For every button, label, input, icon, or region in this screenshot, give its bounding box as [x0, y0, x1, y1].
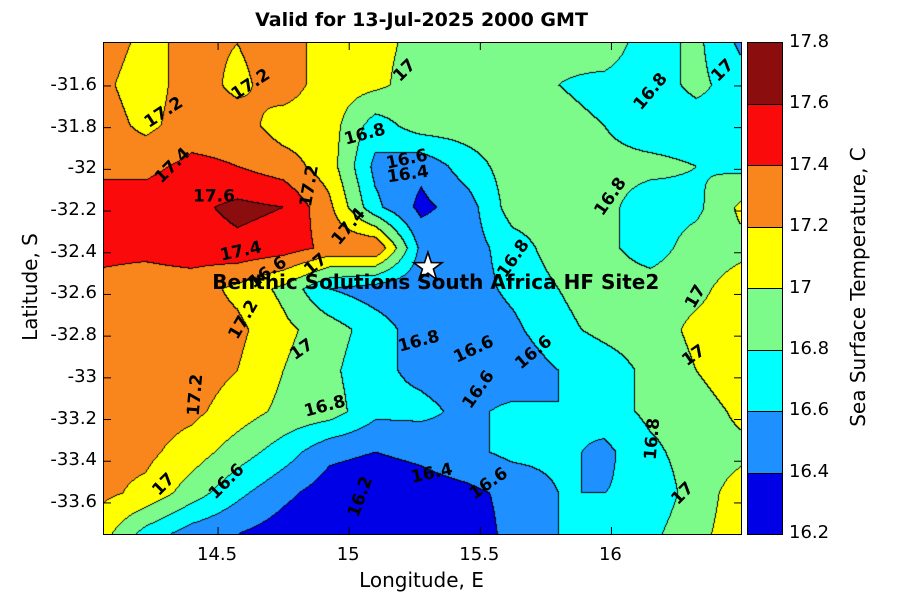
contour-line-label: 16.4: [385, 161, 431, 188]
contour-line-label: 16.6: [450, 331, 498, 368]
site-star-marker: [411, 249, 445, 282]
colorbar-tick-label: 17.6: [789, 92, 830, 114]
colorbar-tick-label: 16.6: [789, 399, 830, 421]
contour-line-label: 17.4: [327, 204, 370, 250]
contour-line-label: 16.6: [458, 366, 499, 413]
colorbar-label: Sea Surface Temperature, C: [846, 147, 870, 427]
plot-overlay: [104, 43, 741, 534]
site-annotation-text: Benthic Solutions South Africa HF Site2: [212, 269, 660, 294]
y-tick-label: -32.8: [50, 324, 97, 346]
contour-line-label: 17.2: [140, 92, 187, 133]
y-tick-label: -32.6: [50, 282, 97, 304]
y-tick-label: -32.2: [50, 199, 97, 221]
contour-line-label: 17.2: [296, 163, 323, 209]
contour-line-label: 16.2: [343, 473, 378, 520]
colorbar-band: [748, 43, 782, 104]
contour-line-label: 16.6: [204, 459, 249, 504]
contour-line-label: 17: [680, 281, 711, 313]
colorbar-tick-label: 17: [789, 276, 812, 298]
contour-line-label: 16.8: [640, 417, 665, 461]
contour-line-label: 17: [707, 55, 739, 87]
contour-line-label: 17.2: [224, 296, 263, 343]
contour-line-label: 16.4: [409, 459, 455, 488]
colorbar: [747, 42, 783, 535]
y-tick-label: -31.8: [50, 115, 97, 137]
colorbar-band: [748, 472, 782, 534]
contour-line-label: 16.6: [511, 331, 557, 374]
plot-area: 17.2 17.2 17.4 17.6 17 16.8 16.8 16.6 16.4 17.2 17…: [103, 42, 742, 535]
y-tick-label: -33.4: [50, 449, 97, 471]
colorbar-tick-labels: 17.8 17.6 17.4 17.2 17 16.8 16.6 16.4 16.2: [789, 31, 849, 543]
contour-line-label: 16.8: [342, 119, 388, 150]
x-axis-tick-labels: 14.5 15 15.5 16: [103, 544, 740, 568]
contour-line-label: 17.2: [227, 64, 274, 105]
x-tick-label: 14.5: [197, 544, 238, 565]
colorbar-band: [748, 411, 782, 473]
colorbar-tick-label: 16.4: [789, 460, 830, 482]
y-axis-tick-labels: -31.6 -31.8 -32 -32.2 -32.4 -32.6 -32.8 -33 -33.…: [0, 42, 97, 533]
contour-field-canvas: [104, 43, 741, 534]
contour-line-label: 17: [148, 469, 180, 501]
colorbar-band: [748, 349, 782, 411]
contour-line-label: 16.8: [302, 391, 348, 422]
contour-line-label: 17.2: [183, 373, 208, 417]
y-tick-label: -33: [67, 365, 97, 387]
colorbar-bands: [748, 43, 782, 534]
contour-line-label: 17.4: [150, 143, 195, 188]
colorbar-band: [748, 226, 782, 288]
colorbar-tick-label: 17.8: [789, 31, 830, 52]
colorbar-band: [748, 103, 782, 165]
y-tick-label: -32: [67, 157, 97, 179]
contour-line-label: 16.6: [465, 463, 512, 504]
contour-line-label: 17.6: [193, 186, 235, 207]
colorbar-tick-label: 17.2: [789, 215, 830, 237]
contour-line-label: 17.4: [218, 237, 264, 266]
contour-line-label: 16.8: [590, 173, 631, 220]
x-tick-label: 16: [598, 544, 622, 565]
y-tick-label: -33.6: [50, 490, 97, 512]
contour-line-label: 16.8: [396, 326, 442, 357]
contour-line-label: 17: [678, 340, 710, 371]
contour-line-label: 17: [389, 55, 421, 87]
x-axis-label: Longitude, E: [359, 568, 484, 592]
x-tick-label: 15: [336, 544, 360, 565]
contour-line-label: 16.8: [629, 69, 672, 115]
colorbar-tick-label: 17.4: [789, 153, 830, 175]
x-tick-label: 15.5: [459, 544, 500, 565]
colorbar-tick-label: 16.8: [789, 337, 830, 359]
colorbar-band: [748, 288, 782, 350]
contour-line-label: 17: [667, 478, 699, 510]
contour-line-label: 17: [286, 334, 318, 365]
colorbar-band: [748, 165, 782, 227]
plot-title: Valid for 13-Jul-2025 2000 GMT: [255, 9, 588, 31]
contour-label-layer: 17.2 17.2 17.4 17.6 17 16.8 16.8 16.6 16.4 17.2 17…: [104, 43, 741, 534]
colorbar-tick-label: 16.2: [789, 522, 830, 543]
y-tick-label: -32.4: [50, 240, 97, 262]
y-tick-label: -31.6: [50, 73, 97, 95]
y-tick-label: -33.2: [50, 407, 97, 429]
